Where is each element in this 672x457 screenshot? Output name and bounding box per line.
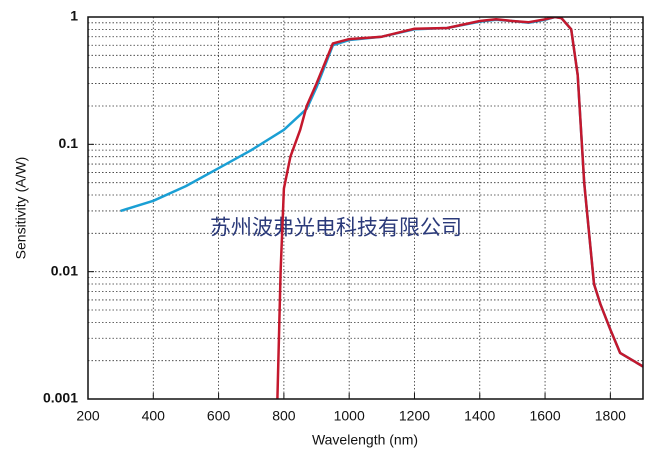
x-tick-label: 200: [76, 408, 100, 424]
y-tick-label: 0.001: [43, 390, 78, 406]
plot-area: [120, 17, 643, 399]
x-tick-label: 400: [142, 408, 166, 424]
plot-frame: [87, 16, 644, 400]
y-tick-label: 1: [70, 8, 78, 24]
y-tick-label: 0.1: [59, 135, 79, 151]
y-axis-title: Sensitivity (A/W): [13, 157, 29, 260]
x-tick-label: 1400: [464, 408, 495, 424]
series-line: [276, 17, 643, 399]
x-tick-label: 1800: [595, 408, 626, 424]
x-tick-label: 600: [207, 408, 231, 424]
x-tick-label: 800: [272, 408, 296, 424]
x-axis-title: Wavelength (nm): [312, 432, 418, 448]
x-tick-label: 1600: [529, 408, 560, 424]
y-tick-label: 0.01: [51, 262, 78, 278]
watermark: 苏州波弗光电科技有限公司: [210, 217, 462, 240]
series-line: [120, 17, 643, 368]
x-tick-label: 1200: [399, 408, 430, 424]
x-tick-label: 1000: [334, 408, 365, 424]
